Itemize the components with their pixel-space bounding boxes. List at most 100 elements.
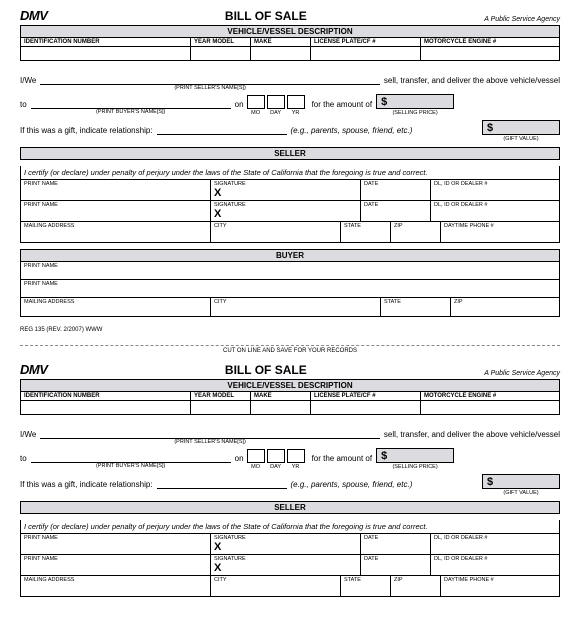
- seller1-date[interactable]: DATE: [361, 534, 431, 554]
- selling-price-input[interactable]: $ (SELLING PRICE): [376, 94, 454, 109]
- on-label: on: [235, 454, 244, 463]
- vehicle-desc-labels: IDENTIFICATION NUMBER YEAR MODEL MAKE LI…: [20, 392, 560, 401]
- seller1-date[interactable]: DATE: [361, 180, 431, 200]
- gift-value-input[interactable]: $ (GIFT VALUE): [482, 120, 560, 135]
- seller1-dl[interactable]: DL, ID OR DEALER #: [431, 534, 559, 554]
- seller1-signature[interactable]: SIGNATUREX: [211, 534, 361, 554]
- gift-relationship-input[interactable]: [157, 121, 287, 135]
- date-yr[interactable]: YR: [287, 449, 305, 463]
- input-id[interactable]: [21, 47, 191, 60]
- buyer-state[interactable]: STATE: [381, 298, 451, 316]
- vehicle-desc-inputs: [20, 47, 560, 61]
- input-engine[interactable]: [421, 47, 559, 60]
- col-year: YEAR MODEL: [191, 38, 251, 46]
- seller-mailing[interactable]: MAILING ADDRESS: [21, 222, 211, 242]
- dmv-logo: DMV: [20, 362, 47, 377]
- input-id[interactable]: [21, 401, 191, 414]
- seller-name-input[interactable]: (PRINT SELLER'S NAME[S]): [40, 425, 380, 439]
- seller-header: SELLER: [20, 147, 560, 160]
- seller2-dl[interactable]: DL, ID OR DEALER #: [431, 555, 559, 575]
- selling-price-input[interactable]: $ (SELLING PRICE): [376, 448, 454, 463]
- col-engine: MOTORCYCLE ENGINE #: [421, 38, 559, 46]
- seller2-signature[interactable]: SIGNATUREX: [211, 201, 361, 221]
- input-plate[interactable]: [311, 47, 421, 60]
- on-label: on: [235, 100, 244, 109]
- date-yr[interactable]: YR: [287, 95, 305, 109]
- seller-state[interactable]: STATE: [341, 576, 391, 596]
- selling-price-caption: (SELLING PRICE): [377, 464, 453, 470]
- bill-of-sale-form-bottom: DMV BILL OF SALE A Public Service Agency…: [0, 354, 580, 601]
- gift-value-input[interactable]: $ (GIFT VALUE): [482, 474, 560, 489]
- input-make[interactable]: [251, 47, 311, 60]
- seller1-name[interactable]: PRINT NAME: [21, 180, 211, 200]
- selling-price-caption: (SELLING PRICE): [377, 110, 453, 116]
- buyer-name-caption: (PRINT BUYER'S NAME[S]): [31, 109, 231, 115]
- seller2-dl[interactable]: DL, ID OR DEALER #: [431, 201, 559, 221]
- seller2-date[interactable]: DATE: [361, 555, 431, 575]
- dmv-logo: DMV: [20, 8, 47, 23]
- buyer-name-input[interactable]: (PRINT BUYER'S NAME[S]): [31, 95, 231, 109]
- gift-value-caption: (GIFT VALUE): [483, 136, 559, 142]
- col-engine: MOTORCYCLE ENGINE #: [421, 392, 559, 400]
- transfer-text: sell, transfer, and deliver the above ve…: [384, 430, 560, 439]
- seller-city[interactable]: CITY: [211, 576, 341, 596]
- input-year[interactable]: [191, 47, 251, 60]
- buyer1-name[interactable]: PRINT NAME: [21, 262, 559, 280]
- transfer-section: I/We (PRINT SELLER'S NAME[S]) sell, tran…: [20, 423, 560, 489]
- buyer-zip[interactable]: ZIP: [451, 298, 559, 316]
- seller-zip[interactable]: ZIP: [391, 222, 441, 242]
- col-plate: LICENSE PLATE/CF #: [311, 38, 421, 46]
- seller-name-input[interactable]: (PRINT SELLER'S NAME[S]): [40, 71, 380, 85]
- input-year[interactable]: [191, 401, 251, 414]
- gift-label: If this was a gift, indicate relationshi…: [20, 126, 153, 135]
- gift-relationship-input[interactable]: [157, 475, 287, 489]
- dollar-icon: $: [483, 476, 493, 488]
- dollar-icon: $: [377, 96, 387, 108]
- form-revision: REG 135 (REV. 2/2007) WWW: [20, 327, 560, 333]
- seller-city[interactable]: CITY: [211, 222, 341, 242]
- vehicle-desc-labels: IDENTIFICATION NUMBER YEAR MODEL MAKE LI…: [20, 38, 560, 47]
- dollar-icon: $: [377, 450, 387, 462]
- seller-state[interactable]: STATE: [341, 222, 391, 242]
- dollar-icon: $: [483, 122, 493, 134]
- date-input: MO DAY YR: [247, 449, 305, 463]
- seller-header: SELLER: [20, 501, 560, 514]
- gift-example: (e.g., parents, spouse, friend, etc.): [291, 480, 413, 489]
- iwe-label: I/We: [20, 76, 36, 85]
- seller1-dl[interactable]: DL, ID OR DEALER #: [431, 180, 559, 200]
- seller-zip[interactable]: ZIP: [391, 576, 441, 596]
- gift-label: If this was a gift, indicate relationshi…: [20, 480, 153, 489]
- iwe-label: I/We: [20, 430, 36, 439]
- seller1-signature[interactable]: SIGNATUREX: [211, 180, 361, 200]
- input-make[interactable]: [251, 401, 311, 414]
- buyer-mailing[interactable]: MAILING ADDRESS: [21, 298, 211, 316]
- bill-of-sale-form-top: DMV BILL OF SALE A Public Service Agency…: [0, 0, 580, 337]
- col-plate: LICENSE PLATE/CF #: [311, 392, 421, 400]
- vehicle-desc-inputs: [20, 401, 560, 415]
- date-input: MO DAY YR: [247, 95, 305, 109]
- seller-phone[interactable]: DAYTIME PHONE #: [441, 576, 559, 596]
- for-amount-label: for the amount of: [312, 100, 372, 109]
- seller2-name[interactable]: PRINT NAME: [21, 555, 211, 575]
- header: DMV BILL OF SALE A Public Service Agency: [20, 362, 560, 377]
- buyer2-name[interactable]: PRINT NAME: [21, 280, 559, 298]
- for-amount-label: for the amount of: [312, 454, 372, 463]
- buyer-city[interactable]: CITY: [211, 298, 381, 316]
- seller2-signature[interactable]: SIGNATUREX: [211, 555, 361, 575]
- date-day[interactable]: DAY: [267, 95, 285, 109]
- date-mo[interactable]: MO: [247, 95, 265, 109]
- seller1-name[interactable]: PRINT NAME: [21, 534, 211, 554]
- seller-phone[interactable]: DAYTIME PHONE #: [441, 222, 559, 242]
- buyer-name-input[interactable]: (PRINT BUYER'S NAME[S]): [31, 449, 231, 463]
- seller2-name[interactable]: PRINT NAME: [21, 201, 211, 221]
- seller-mailing[interactable]: MAILING ADDRESS: [21, 576, 211, 596]
- input-engine[interactable]: [421, 401, 559, 414]
- header: DMV BILL OF SALE A Public Service Agency: [20, 8, 560, 23]
- col-id: IDENTIFICATION NUMBER: [21, 392, 191, 400]
- form-title: BILL OF SALE: [47, 9, 484, 23]
- to-label: to: [20, 100, 27, 109]
- seller2-date[interactable]: DATE: [361, 201, 431, 221]
- date-mo[interactable]: MO: [247, 449, 265, 463]
- date-day[interactable]: DAY: [267, 449, 285, 463]
- input-plate[interactable]: [311, 401, 421, 414]
